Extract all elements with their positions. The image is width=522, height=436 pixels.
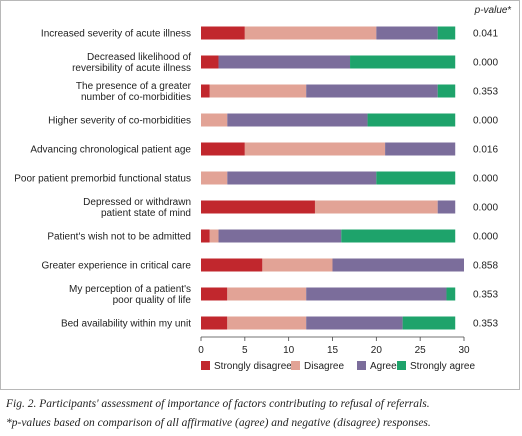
bar-segment-strongly-disagree: [201, 26, 245, 40]
stacked-bar-chart: p-value* Increased severity of acute illn…: [14, 5, 512, 372]
legend-swatch: [201, 361, 210, 370]
bar-segment-agree: [306, 287, 447, 301]
bar-segment-agree: [227, 171, 377, 185]
bar-segment-agree: [218, 55, 351, 69]
x-tick-label: 30: [458, 345, 470, 356]
category-label: The presence of a greater number of co-mo…: [76, 81, 192, 103]
pvalue-label: 0.858: [473, 261, 498, 272]
x-tick-label: 5: [242, 345, 248, 356]
bar-segment-agree: [437, 200, 456, 214]
bar-segment-agree: [306, 316, 403, 330]
bar-segment-strongly-agree: [402, 316, 456, 330]
pvalue-label: 0.041: [473, 29, 498, 40]
legend-label: Agree: [370, 361, 397, 372]
bar-segment-strongly-disagree: [201, 258, 263, 272]
bar-segment-strongly-agree: [341, 229, 456, 243]
bar-segment-disagree: [244, 26, 377, 40]
pvalue-header: p-value*: [474, 5, 512, 16]
bar-segment-strongly-disagree: [201, 55, 219, 69]
bar-segment-strongly-disagree: [201, 142, 245, 156]
bar-segment-agree: [306, 84, 438, 98]
bar-segment-strongly-agree: [376, 171, 456, 185]
pvalue-label: 0.000: [473, 116, 498, 127]
bar-segment-disagree: [314, 200, 438, 214]
legend-label: Strongly disagree: [214, 361, 292, 372]
x-tick-label: 0: [198, 345, 204, 356]
legend-swatch: [397, 361, 406, 370]
pvalue-label: 0.000: [473, 174, 498, 185]
legend-swatch: [291, 361, 300, 370]
x-tick-label: 15: [327, 345, 339, 356]
bar-segment-strongly-disagree: [201, 200, 315, 214]
category-label: Increased severity of acute illness: [41, 29, 191, 40]
category-label: Patient's wish not to be admitted: [47, 232, 191, 243]
bar-segment-agree: [385, 142, 456, 156]
pvalue-label: 0.016: [473, 145, 498, 156]
legend-swatch: [357, 361, 366, 370]
pvalue-label: 0.000: [473, 58, 498, 69]
chart-frame: p-value* Increased severity of acute illn…: [0, 0, 520, 390]
category-label: Higher severity of co-morbidities: [48, 116, 191, 127]
bar-segment-disagree: [201, 113, 228, 127]
pvalue-label: 0.000: [473, 232, 498, 243]
pvalue-label: 0.353: [473, 290, 498, 301]
category-label: Depressed or withdrawn patient state of m…: [83, 197, 191, 219]
pvalue-label: 0.353: [473, 87, 498, 98]
bar-segment-strongly-disagree: [201, 316, 228, 330]
bar-segment-strongly-agree: [437, 26, 456, 40]
bar-segment-agree: [227, 113, 368, 127]
bar-segment-agree: [376, 26, 438, 40]
bar-segment-disagree: [201, 171, 228, 185]
bar-segment-disagree: [244, 142, 386, 156]
x-tick-label: 20: [371, 345, 383, 356]
bar-segment-strongly-agree: [367, 113, 456, 127]
x-tick-label: 25: [415, 345, 427, 356]
category-label: Poor patient premorbid functional status: [14, 174, 191, 185]
bar-segment-agree: [218, 229, 342, 243]
category-label: Decreased likelihood of reversibility of …: [72, 52, 191, 74]
category-label: My perception of a patient's poor quality…: [69, 284, 191, 306]
category-label: Bed availability within my unit: [61, 319, 191, 330]
category-label: Greater experience in critical care: [41, 261, 191, 272]
pvalue-label: 0.000: [473, 203, 498, 214]
bar-segment-strongly-agree: [437, 84, 456, 98]
category-label: Advancing chronological patient age: [30, 145, 191, 156]
legend-label: Strongly agree: [410, 361, 475, 372]
pvalue-label: 0.353: [473, 319, 498, 330]
figure-caption: Fig. 2. Participants' assessment of impo…: [6, 398, 430, 410]
bar-segment-strongly-disagree: [201, 84, 210, 98]
bar-segment-agree: [332, 258, 464, 272]
bar-segment-strongly-agree: [350, 55, 456, 69]
legend-label: Disagree: [304, 361, 344, 372]
bar-segment-disagree: [262, 258, 333, 272]
bar-segment-disagree: [209, 84, 307, 98]
bar-segment-disagree: [209, 229, 219, 243]
bar-segment-disagree: [227, 287, 307, 301]
x-tick-label: 10: [283, 345, 295, 356]
figure-footnote: *p-values based on comparison of all aff…: [6, 417, 431, 429]
bar-segment-strongly-agree: [446, 287, 456, 301]
bar-segment-strongly-disagree: [201, 287, 228, 301]
bar-segment-disagree: [227, 316, 307, 330]
bar-segment-strongly-disagree: [201, 229, 210, 243]
